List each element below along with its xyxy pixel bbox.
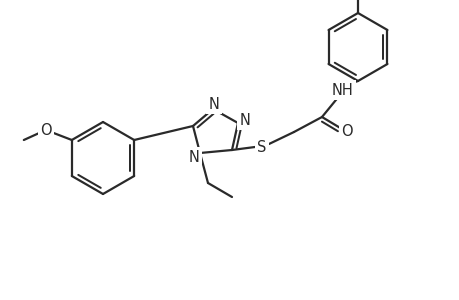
Text: O: O bbox=[40, 122, 51, 137]
Text: N: N bbox=[239, 112, 250, 128]
Text: S: S bbox=[257, 140, 266, 154]
Text: NH: NH bbox=[331, 82, 353, 98]
Text: N: N bbox=[188, 149, 199, 164]
Text: O: O bbox=[341, 124, 352, 139]
Text: N: N bbox=[208, 97, 219, 112]
